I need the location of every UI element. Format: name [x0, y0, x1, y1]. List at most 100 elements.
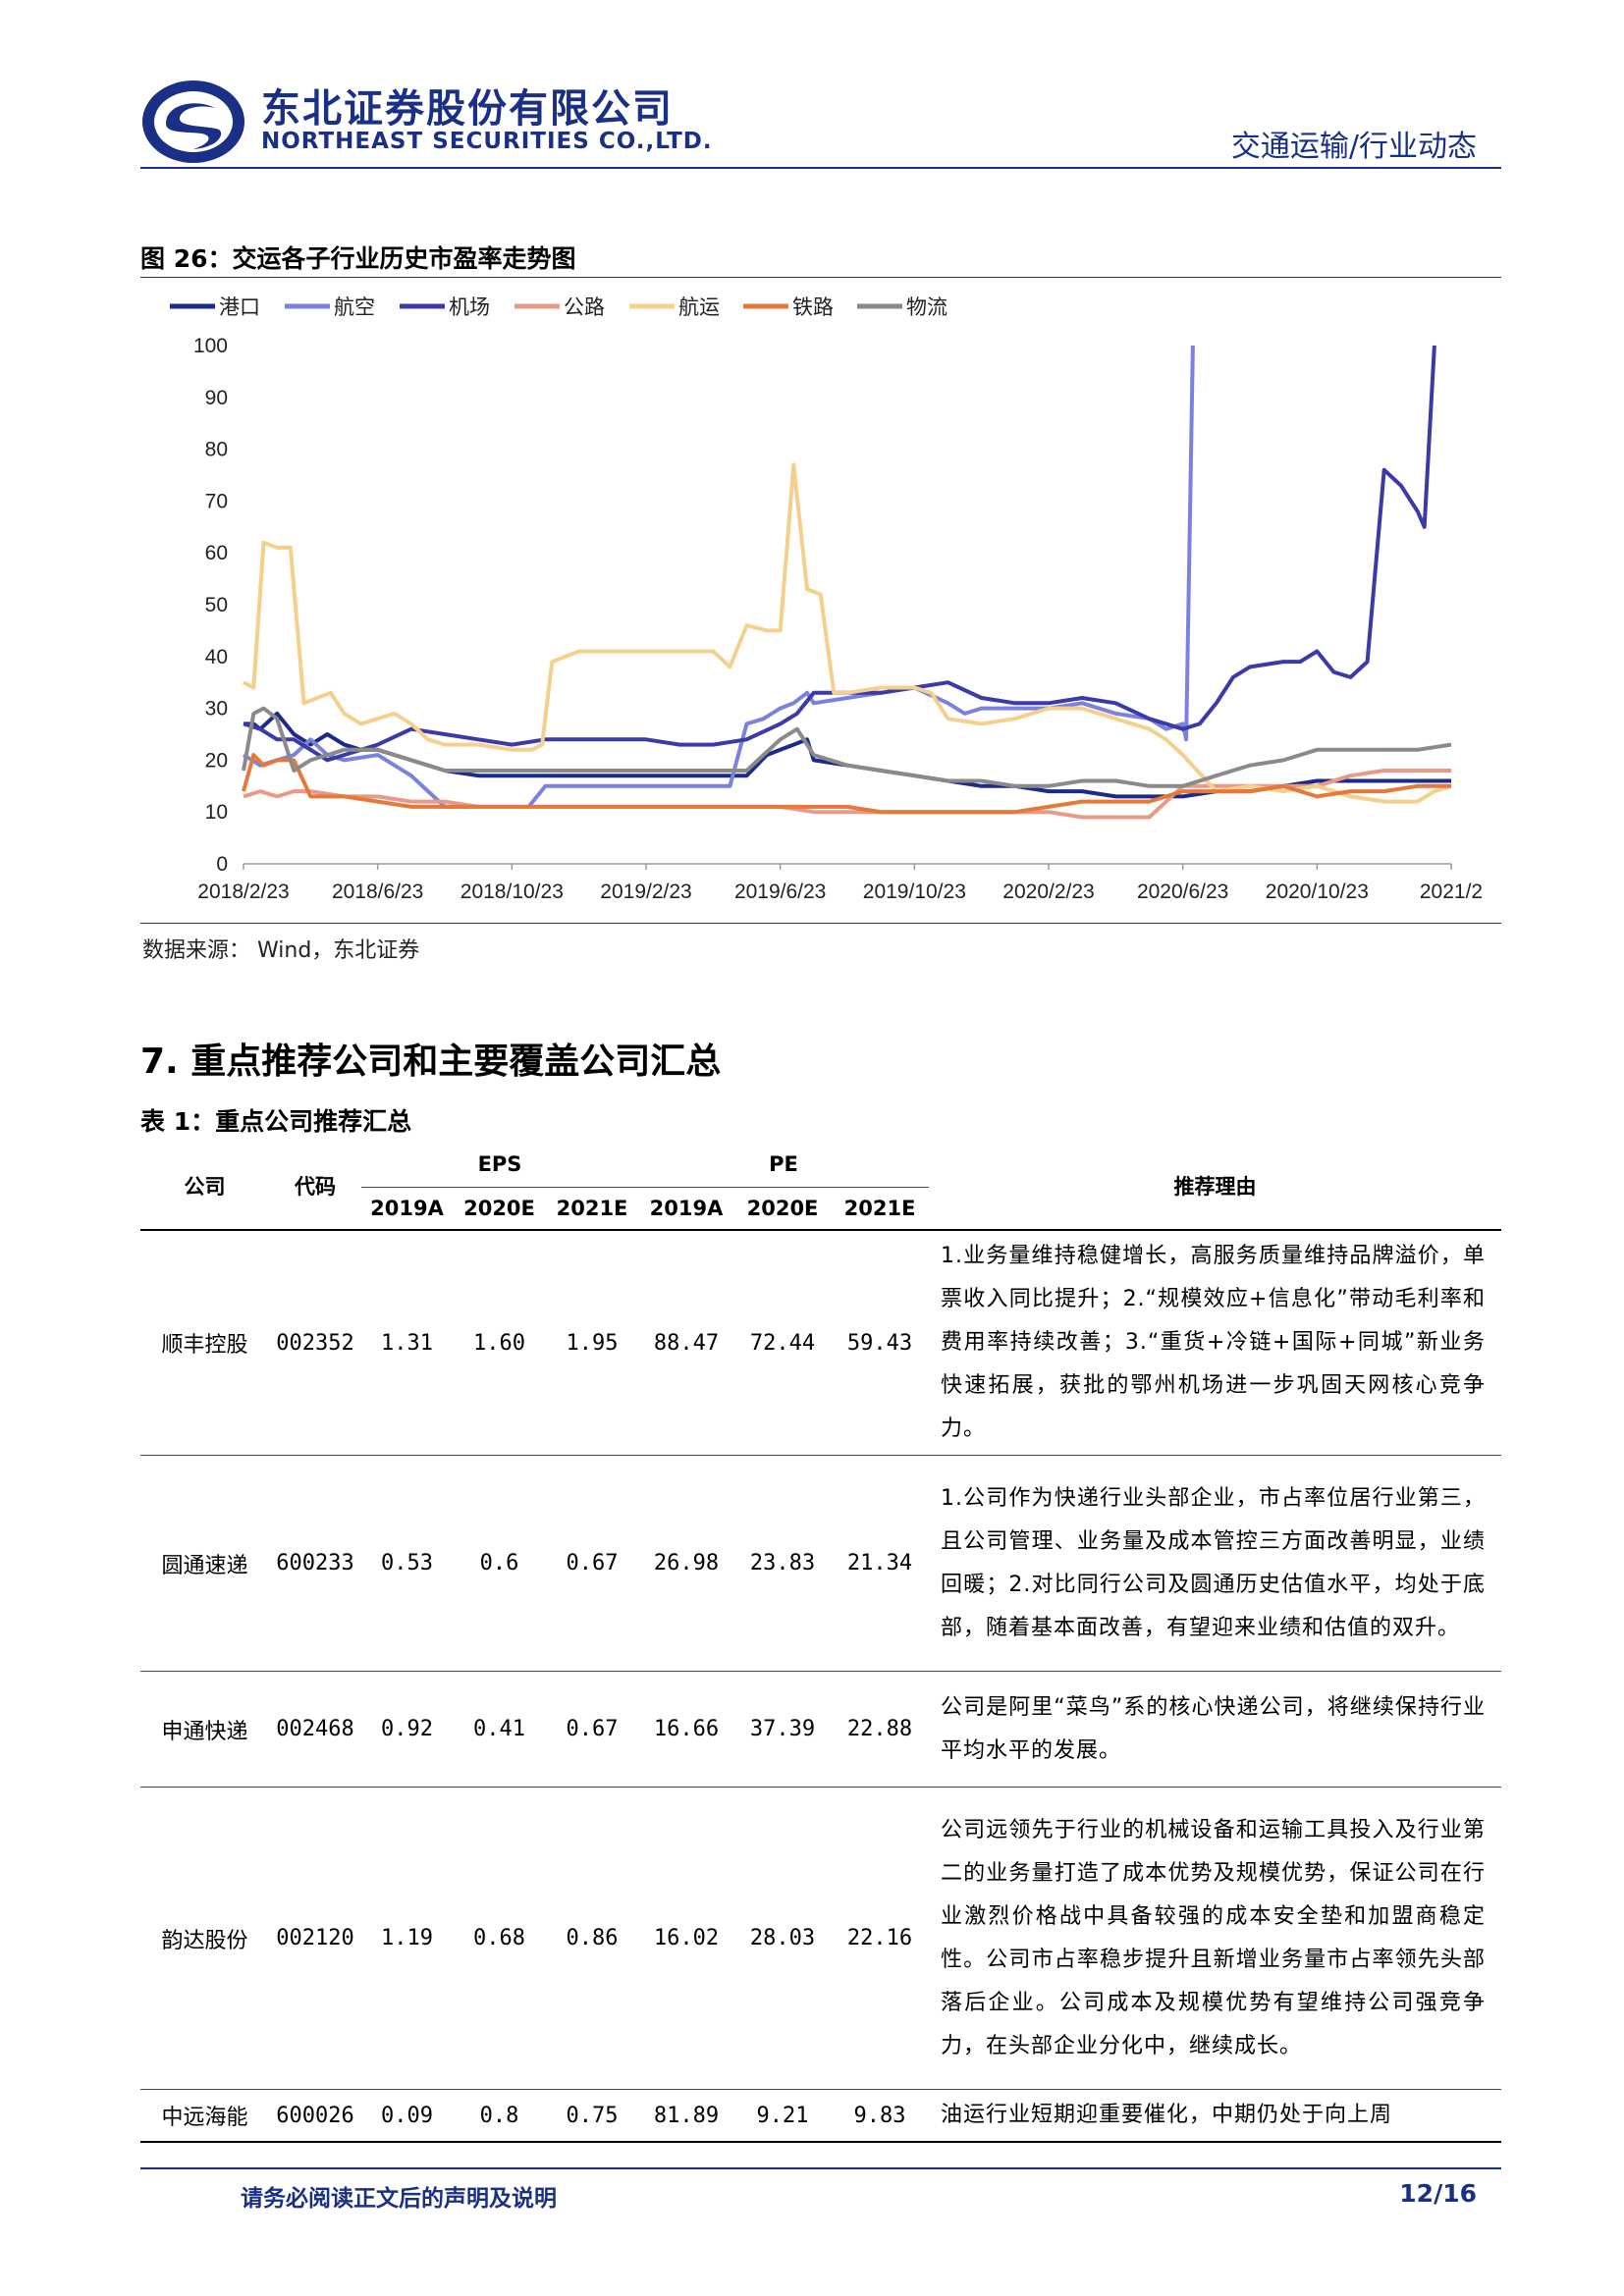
pe-2020e: 37.39 [734, 1671, 832, 1788]
report-section-label: 交通运输/行业动态 [1230, 130, 1477, 164]
pe-2020e: 28.03 [734, 1787, 832, 2090]
header-eps-year: 2019A [370, 1196, 444, 1220]
pe-2021e: 22.88 [831, 1671, 930, 1788]
pe-2019a: 26.98 [638, 1455, 735, 1672]
recommendation-reason: 1.业务量维持稳健增长，高服务质量维持品牌溢价，单票收入同比提升；2.“规模效应… [929, 1229, 1502, 1456]
eps-2019a: 1.19 [361, 1787, 453, 2090]
y-tick-label: 10 [205, 801, 228, 824]
pe-2021e: 22.16 [831, 1787, 930, 2090]
y-tick-label: 0 [216, 853, 228, 876]
y-tick-label: 30 [205, 698, 228, 721]
header-eps-year: 2021E [556, 1196, 628, 1220]
eps-2021e: 0.86 [546, 1787, 639, 2090]
eps-2019a: 0.09 [361, 2089, 453, 2143]
eps-2020e: 0.41 [453, 1671, 546, 1788]
y-tick-label: 60 [205, 542, 228, 564]
stock-code: 600026 [269, 2089, 361, 2143]
legend-item: 港口 [170, 296, 260, 319]
header-pe-year: 2021E [843, 1196, 916, 1220]
legend-label: 机场 [449, 296, 490, 319]
legend-label: 物流 [906, 296, 947, 319]
series-line [243, 462, 1452, 804]
pe-2020e: 23.83 [734, 1455, 832, 1672]
recommendation-reason: 油运行业短期迎重要催化，中期仍处于向上周 [929, 2089, 1502, 2143]
eps-2019a: 1.31 [361, 1229, 453, 1456]
eps-2019a: 0.92 [361, 1671, 453, 1788]
figure-top-rule [140, 277, 1501, 278]
footer-divider [140, 2167, 1501, 2169]
pe-2019a: 81.89 [638, 2089, 735, 2143]
table-row: 中远海能 600026 0.09 0.8 0.75 81.89 9.21 9.8… [140, 2089, 1502, 2143]
table-row: 圆通速递 600233 0.53 0.6 0.67 26.98 23.83 21… [140, 1455, 1502, 1672]
series-line [242, 706, 1452, 788]
legend-label: 铁路 [792, 296, 834, 319]
table-row: 韵达股份 002120 1.19 0.68 0.86 16.02 28.03 2… [140, 1787, 1502, 2090]
plot-area [242, 345, 1452, 820]
eps-2021e: 0.67 [546, 1671, 639, 1788]
chart-legend: 港口 航空 机场 公路 航运 铁路 物流 [170, 296, 947, 319]
pe-history-line-chart: 港口 航空 机场 公路 航运 铁路 物流 0 10 20 30 40 50 60 70 80 90 100 20… [170, 296, 1483, 903]
company-name: 申通快递 [140, 1671, 269, 1788]
y-tick-label: 70 [205, 490, 228, 512]
series-line [243, 769, 1451, 820]
pe-2019a: 88.47 [638, 1229, 735, 1456]
figure-source: 数据来源： Wind，东北证券 [142, 938, 420, 963]
x-tick-label: 2018/6/23 [332, 881, 423, 903]
legend-item: 铁路 [743, 296, 834, 319]
brand-name-en: NORTHEAST SECURITIES CO.,LTD. [261, 129, 713, 154]
pe-2021e: 21.34 [831, 1455, 930, 1672]
legend-label: 航运 [678, 296, 720, 319]
header-reason: 推荐理由 [1173, 1174, 1257, 1199]
company-logo [142, 80, 244, 163]
legend-item: 物流 [857, 296, 947, 319]
y-axis: 0 10 20 30 40 50 60 70 80 90 100 [193, 335, 228, 876]
header-eps: EPS [361, 1142, 639, 1188]
x-axis: 2018/2/23 2018/6/23 2018/10/23 2019/2/23 201… [197, 863, 1483, 903]
footer-disclaimer: 请务必阅读正文后的声明及说明 [241, 2186, 557, 2212]
eps-2020e: 1.60 [453, 1229, 546, 1456]
pe-2020e: 72.44 [734, 1229, 832, 1456]
x-tick-label: 2021/2 [1420, 881, 1483, 903]
stock-code: 002120 [269, 1787, 361, 2090]
company-name: 中远海能 [140, 2089, 269, 2143]
pe-2019a: 16.66 [638, 1671, 735, 1788]
company-name: 韵达股份 [140, 1787, 269, 2090]
eps-2021e: 0.75 [546, 2089, 639, 2143]
header-pe: PE [638, 1142, 930, 1188]
eps-2021e: 1.95 [546, 1229, 639, 1456]
figure-title: 图 26：交运各子行业历史市盈率走势图 [140, 244, 576, 273]
recommendation-reason: 公司远领先于行业的机械设备和运输工具投入及行业第二的业务量打造了成本优势及规模优… [929, 1787, 1502, 2090]
eps-2020e: 0.6 [453, 1455, 546, 1672]
legend-label: 港口 [219, 296, 260, 319]
pe-2020e: 9.21 [734, 2089, 832, 2143]
header-divider [140, 167, 1501, 169]
recommendation-table: 公司 代码 EPS PE 推荐理由 2019A 2020E 2021E 2019… [140, 1142, 1502, 2143]
header-pe-year: 2020E [746, 1196, 819, 1220]
legend-item: 机场 [400, 296, 490, 319]
eps-2020e: 0.68 [453, 1787, 546, 2090]
x-tick-label: 2019/6/23 [734, 881, 826, 903]
series-line [242, 753, 1451, 815]
eps-2021e: 0.67 [546, 1455, 639, 1672]
y-tick-label: 90 [205, 387, 228, 409]
x-tick-label: 2020/10/23 [1266, 881, 1369, 903]
pe-2021e: 59.43 [831, 1229, 930, 1456]
header-code: 代码 [295, 1174, 336, 1199]
y-tick-label: 100 [193, 335, 228, 357]
series-line [242, 345, 1195, 809]
legend-label: 航空 [334, 296, 375, 319]
company-name: 圆通速递 [140, 1455, 269, 1672]
header-pe-year: 2019A [649, 1196, 724, 1220]
x-tick-label: 2019/10/23 [863, 881, 966, 903]
series-line [243, 345, 1436, 763]
table-title: 表 1：重点公司推荐汇总 [140, 1107, 412, 1136]
legend-item: 公路 [514, 296, 605, 319]
x-tick-label: 2020/2/23 [1002, 881, 1094, 903]
legend-item: 航空 [285, 296, 375, 319]
eps-2020e: 0.8 [453, 2089, 546, 2143]
stock-code: 002468 [269, 1671, 361, 1788]
x-tick-label: 2020/6/23 [1137, 881, 1228, 903]
legend-label: 公路 [564, 296, 605, 319]
stock-code: 002352 [269, 1229, 361, 1456]
figure-bottom-rule [140, 923, 1501, 924]
